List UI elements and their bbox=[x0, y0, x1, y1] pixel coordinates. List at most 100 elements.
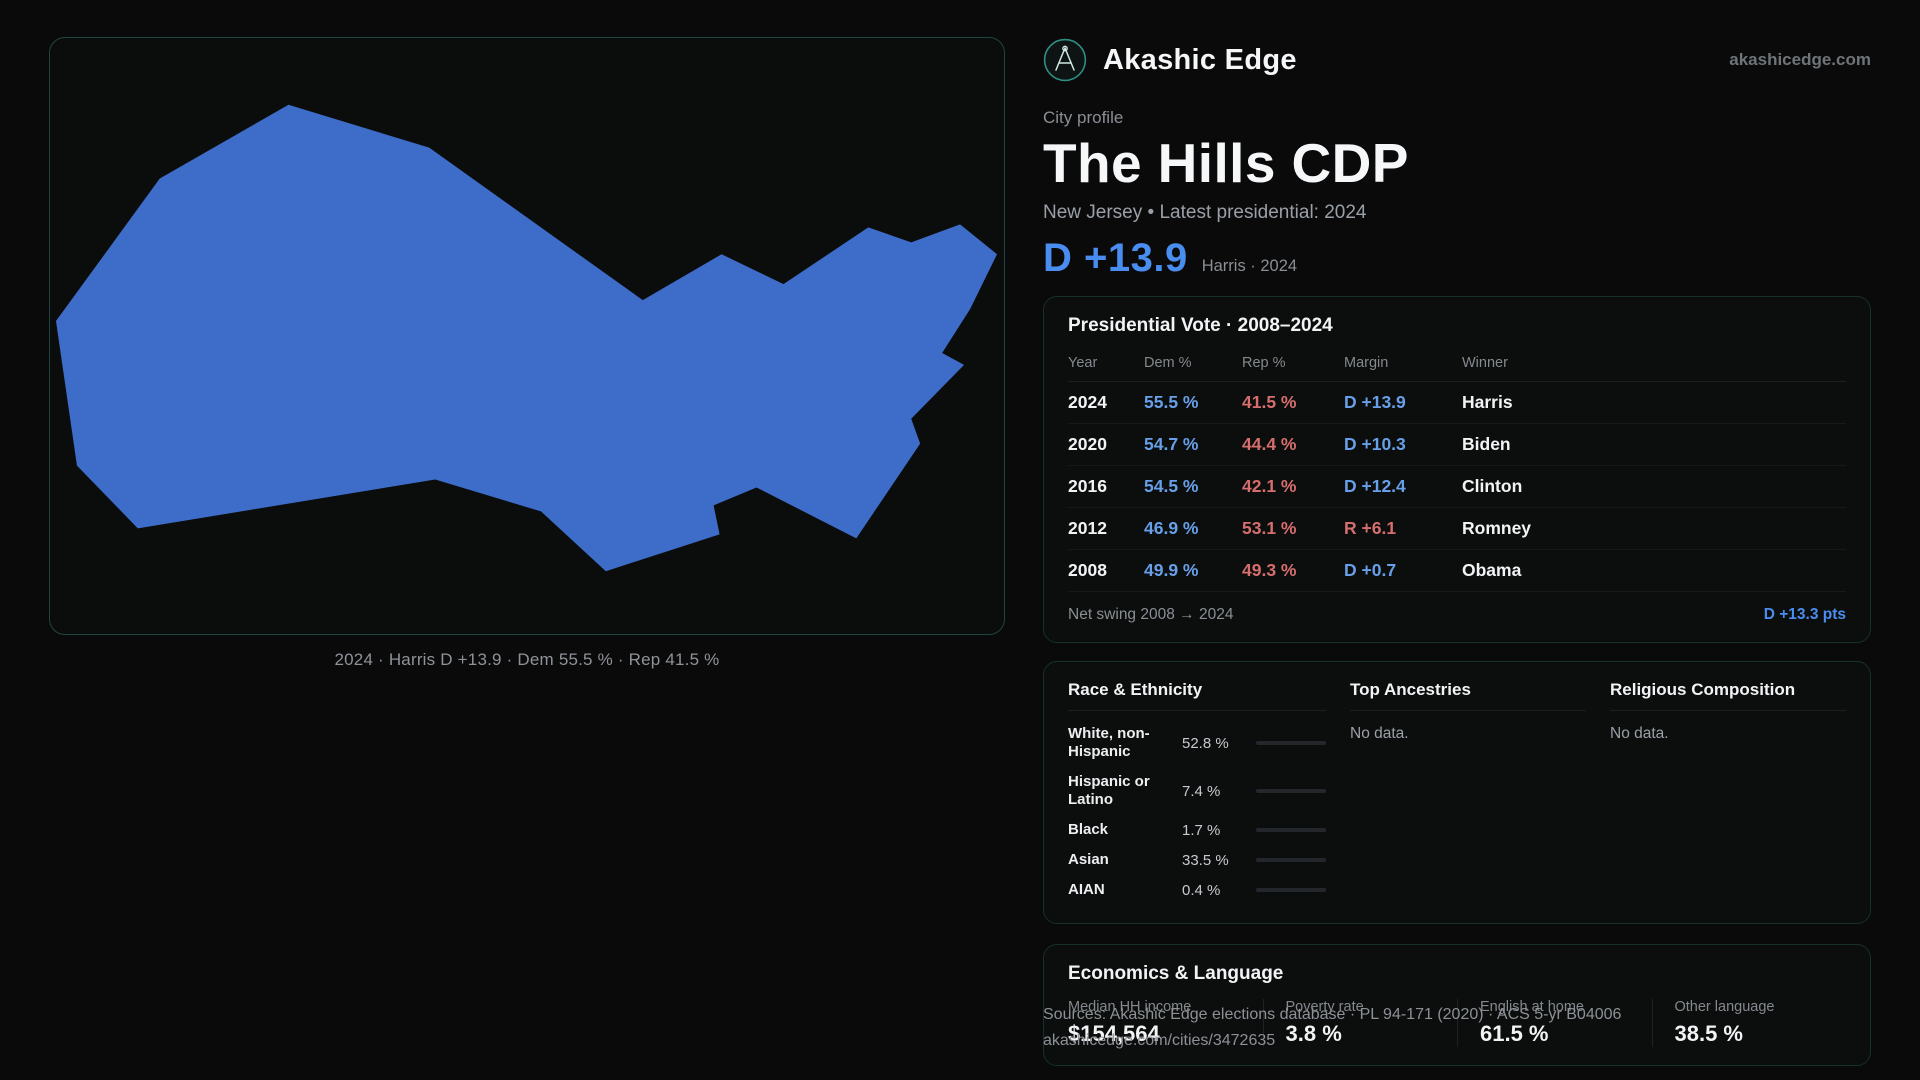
col-winner: Winner bbox=[1462, 355, 1508, 372]
rep-cell: 49.3 % bbox=[1242, 560, 1297, 581]
race-label: Asian bbox=[1068, 851, 1109, 869]
headline-margin-note: Harris · 2024 bbox=[1201, 257, 1298, 276]
page-footer: Sources: Akashic Edge elections database… bbox=[1043, 1002, 1621, 1054]
race-bar bbox=[1256, 858, 1326, 863]
stat-label: Poverty rate bbox=[1285, 999, 1364, 1016]
col-year: Year bbox=[1068, 355, 1098, 372]
city-map bbox=[55, 104, 998, 572]
race-row: AIAN 0.4 % bbox=[1068, 875, 1326, 905]
dem-cell: 55.5 % bbox=[1144, 392, 1199, 413]
margin-cell: D +10.3 bbox=[1344, 434, 1406, 455]
race-value: 52.8 % bbox=[1182, 734, 1229, 752]
margin-cell: D +0.7 bbox=[1344, 560, 1397, 581]
table-row: 2012 46.9 % 53.1 % R +6.1 Romney bbox=[1068, 508, 1846, 551]
profile-column: Akashic Edge akashicedge.com City profil… bbox=[1043, 36, 1871, 1067]
presidential-vote-card: Presidential Vote · 2008–2024 Year Dem %… bbox=[1043, 296, 1871, 644]
net-swing-value: D +13.3 pts bbox=[1763, 606, 1846, 624]
table-row: 2020 54.7 % 44.4 % D +10.3 Biden bbox=[1068, 424, 1846, 467]
table-row: 2016 54.5 % 42.1 % D +12.4 Clinton bbox=[1068, 466, 1846, 509]
rep-cell: 41.5 % bbox=[1242, 392, 1297, 413]
race-label: Black bbox=[1068, 821, 1109, 839]
top-ancestries-column: Top Ancestries No data. bbox=[1350, 680, 1586, 905]
year-cell: 2020 bbox=[1068, 434, 1107, 455]
race-value: 1.7 % bbox=[1182, 821, 1221, 839]
col-dem: Dem % bbox=[1144, 355, 1192, 372]
race-ethnicity-column: Race & Ethnicity White, non-Hispanic 52.… bbox=[1068, 680, 1326, 905]
table-row: 2008 49.9 % 49.3 % D +0.7 Obama bbox=[1068, 550, 1846, 593]
sources-line: Sources: Akashic Edge elections database… bbox=[1043, 1006, 1622, 1023]
race-ethnicity-title: Race & Ethnicity bbox=[1068, 680, 1326, 712]
religion-title: Religious Composition bbox=[1610, 680, 1846, 712]
race-row: Asian 33.5 % bbox=[1068, 845, 1326, 875]
headline-margin-value: D +13.9 bbox=[1043, 236, 1188, 281]
winner-cell: Romney bbox=[1462, 518, 1532, 539]
col-rep: Rep % bbox=[1242, 355, 1286, 372]
race-bar bbox=[1256, 741, 1326, 746]
rep-cell: 53.1 % bbox=[1242, 518, 1297, 539]
stat-poverty-rate: Poverty rate 3.8 % bbox=[1262, 999, 1458, 1048]
margin-cell: D +12.4 bbox=[1344, 476, 1406, 497]
race-value: 0.4 % bbox=[1182, 881, 1221, 899]
economics-card: Economics & Language Median HH income $1… bbox=[1043, 944, 1871, 1067]
stat-median-income: Median HH income $154,564 bbox=[1068, 999, 1263, 1047]
race-row: Black 1.7 % bbox=[1068, 815, 1326, 845]
race-row: Hispanic or Latino 7.4 % bbox=[1068, 767, 1326, 815]
race-list: White, non-Hispanic 52.8 % Hispanic or L… bbox=[1068, 719, 1326, 905]
table-row: 2024 55.5 % 41.5 % D +13.9 Harris bbox=[1068, 382, 1846, 425]
stat-label: Median HH income bbox=[1068, 999, 1192, 1016]
year-cell: 2016 bbox=[1068, 476, 1107, 497]
city-shape bbox=[55, 104, 998, 572]
map-caption: 2024 · Harris D +13.9 · Dem 55.5 % · Rep… bbox=[334, 650, 720, 669]
dem-cell: 49.9 % bbox=[1144, 560, 1199, 581]
race-label: Hispanic or Latino bbox=[1068, 773, 1150, 809]
stat-value: 38.5 % bbox=[1674, 1021, 1744, 1047]
dem-cell: 46.9 % bbox=[1144, 518, 1199, 539]
top-ancestries-title: Top Ancestries bbox=[1350, 680, 1586, 712]
race-value: 33.5 % bbox=[1182, 851, 1229, 869]
stat-value: 61.5 % bbox=[1480, 1021, 1549, 1047]
dem-cell: 54.7 % bbox=[1144, 434, 1199, 455]
city-map-panel bbox=[49, 37, 1005, 635]
presidential-card-title: Presidential Vote · 2008–2024 bbox=[1068, 315, 1333, 337]
race-row: White, non-Hispanic 52.8 % bbox=[1068, 719, 1326, 767]
winner-cell: Obama bbox=[1462, 560, 1522, 581]
margin-cell: D +13.9 bbox=[1344, 392, 1406, 413]
net-swing-row: Net swing 2008 → 2024 D +13.3 pts bbox=[1068, 592, 1846, 624]
stat-label: Other language bbox=[1674, 999, 1775, 1016]
brand-logo-icon bbox=[1043, 38, 1087, 82]
stat-value: 3.8 % bbox=[1285, 1021, 1342, 1047]
vote-table-header: Year Dem % Rep % Margin Winner bbox=[1068, 347, 1846, 383]
year-cell: 2008 bbox=[1068, 560, 1107, 581]
winner-cell: Biden bbox=[1462, 434, 1511, 455]
brand-domain-link[interactable]: akashicedge.com bbox=[1729, 50, 1871, 69]
religion-empty-state: No data. bbox=[1610, 725, 1669, 743]
page-title: The Hills CDP bbox=[1043, 132, 1409, 194]
ancestries-empty-state: No data. bbox=[1350, 725, 1409, 743]
net-swing-label: Net swing 2008 → 2024 bbox=[1068, 606, 1234, 624]
page-subtitle: New Jersey • Latest presidential: 2024 bbox=[1043, 202, 1367, 224]
rep-cell: 42.1 % bbox=[1242, 476, 1297, 497]
stat-other-language: Other language 38.5 % bbox=[1651, 999, 1847, 1048]
dem-cell: 54.5 % bbox=[1144, 476, 1199, 497]
year-cell: 2024 bbox=[1068, 392, 1107, 413]
economics-stats: Median HH income $154,564 Poverty rate 3… bbox=[1068, 999, 1847, 1048]
demographics-card: Race & Ethnicity White, non-Hispanic 52.… bbox=[1043, 661, 1871, 925]
winner-cell: Harris bbox=[1462, 392, 1513, 413]
brand-name: Akashic Edge bbox=[1103, 43, 1297, 76]
stat-value: $154,564 bbox=[1068, 1021, 1160, 1047]
margin-cell: R +6.1 bbox=[1344, 518, 1397, 539]
permalink-link[interactable]: akashicedge.com/cities/3472635 bbox=[1043, 1031, 1276, 1049]
site-header: Akashic Edge akashicedge.com bbox=[1043, 36, 1871, 84]
race-bar bbox=[1256, 789, 1326, 794]
stat-label: English at home bbox=[1480, 999, 1584, 1016]
headline-margin-block: D +13.9 Harris · 2024 bbox=[1043, 236, 1871, 281]
race-label: AIAN bbox=[1068, 881, 1105, 899]
year-cell: 2012 bbox=[1068, 518, 1107, 539]
religion-column: Religious Composition No data. bbox=[1610, 680, 1846, 905]
economics-card-title: Economics & Language bbox=[1068, 963, 1284, 985]
race-bar bbox=[1256, 828, 1326, 833]
winner-cell: Clinton bbox=[1462, 476, 1523, 497]
rep-cell: 44.4 % bbox=[1242, 434, 1297, 455]
race-label: White, non-Hispanic bbox=[1068, 725, 1150, 761]
race-value: 7.4 % bbox=[1182, 782, 1221, 800]
